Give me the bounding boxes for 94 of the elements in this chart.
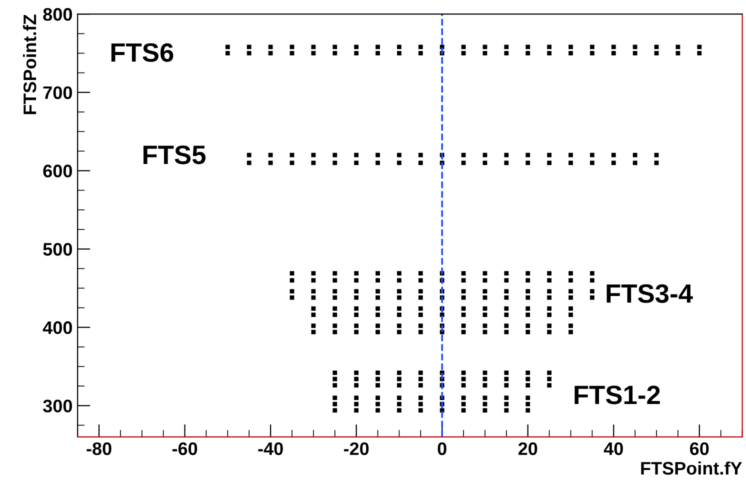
point	[290, 51, 294, 56]
x-axis-title: FTSPoint.fY	[641, 461, 742, 475]
point	[418, 160, 423, 166]
point	[268, 51, 273, 56]
annotation: FTS3-4	[606, 284, 693, 303]
point	[268, 160, 273, 166]
point	[418, 44, 423, 50]
point	[526, 51, 530, 56]
point	[590, 160, 594, 166]
point	[504, 51, 509, 56]
point	[397, 160, 402, 166]
x-tick-label: 20	[518, 442, 538, 456]
x-tick-label: -80	[86, 442, 112, 456]
x-tick-label: -40	[258, 442, 283, 456]
point	[697, 51, 702, 56]
point	[376, 51, 380, 56]
point	[376, 152, 380, 158]
x-tick-label: 60	[690, 442, 709, 456]
y-tick-label: 500	[43, 242, 72, 256]
point	[268, 44, 273, 50]
point	[632, 44, 638, 50]
point	[632, 152, 638, 158]
point	[311, 160, 316, 166]
point	[697, 44, 702, 50]
point	[590, 44, 594, 50]
point	[526, 152, 530, 158]
point	[418, 152, 423, 158]
point	[311, 51, 316, 56]
point	[632, 51, 638, 56]
point	[225, 51, 230, 56]
point	[376, 44, 380, 50]
x-tick-label: -20	[344, 442, 369, 456]
point	[225, 44, 230, 50]
point	[504, 160, 509, 166]
point	[290, 160, 294, 166]
point	[611, 152, 616, 158]
point	[332, 152, 338, 158]
point	[397, 44, 402, 50]
point	[568, 160, 573, 166]
x-tick-label: -60	[172, 442, 198, 456]
point	[332, 51, 338, 56]
point	[461, 160, 466, 166]
point	[676, 51, 680, 56]
x-tick-label: 0	[438, 442, 446, 456]
point	[632, 160, 638, 166]
point	[526, 44, 530, 50]
point	[504, 44, 509, 50]
annotation: FTS6	[111, 43, 174, 62]
point	[482, 51, 488, 56]
point	[590, 51, 594, 56]
point	[354, 51, 359, 56]
point	[461, 51, 466, 56]
point	[397, 51, 402, 56]
point	[246, 152, 252, 158]
point	[311, 44, 316, 50]
point	[654, 160, 659, 166]
point	[376, 160, 380, 166]
point	[504, 152, 509, 158]
point	[547, 160, 552, 166]
point	[568, 152, 573, 158]
point	[654, 51, 659, 56]
point	[547, 44, 552, 50]
x-tick-label: 40	[604, 442, 623, 456]
y-tick-label: 300	[43, 400, 72, 412]
point	[547, 51, 552, 56]
point	[332, 160, 338, 166]
point	[482, 160, 488, 166]
point	[246, 51, 252, 56]
point	[611, 51, 616, 56]
point	[676, 44, 680, 50]
point	[246, 160, 252, 166]
point	[568, 51, 573, 56]
point	[354, 152, 359, 158]
point	[547, 152, 552, 158]
point	[526, 160, 530, 166]
point	[611, 44, 616, 50]
point	[397, 152, 402, 158]
point	[332, 44, 338, 50]
y-tick-label: 600	[43, 164, 72, 178]
point	[590, 152, 594, 158]
point	[246, 44, 252, 50]
y-axis-title: FTSPoint.fZ	[22, 14, 36, 114]
annotation: FTS5	[144, 146, 206, 164]
point	[354, 44, 359, 50]
point	[311, 152, 316, 158]
annotation: FTS1-2	[574, 386, 660, 404]
point	[354, 160, 359, 166]
y-tick-label: 700	[43, 86, 72, 100]
point	[611, 160, 616, 166]
point	[418, 51, 423, 56]
point	[268, 152, 273, 158]
point	[568, 44, 573, 50]
y-tick-label: 400	[42, 321, 72, 334]
y-tick-label: 800	[43, 8, 72, 21]
